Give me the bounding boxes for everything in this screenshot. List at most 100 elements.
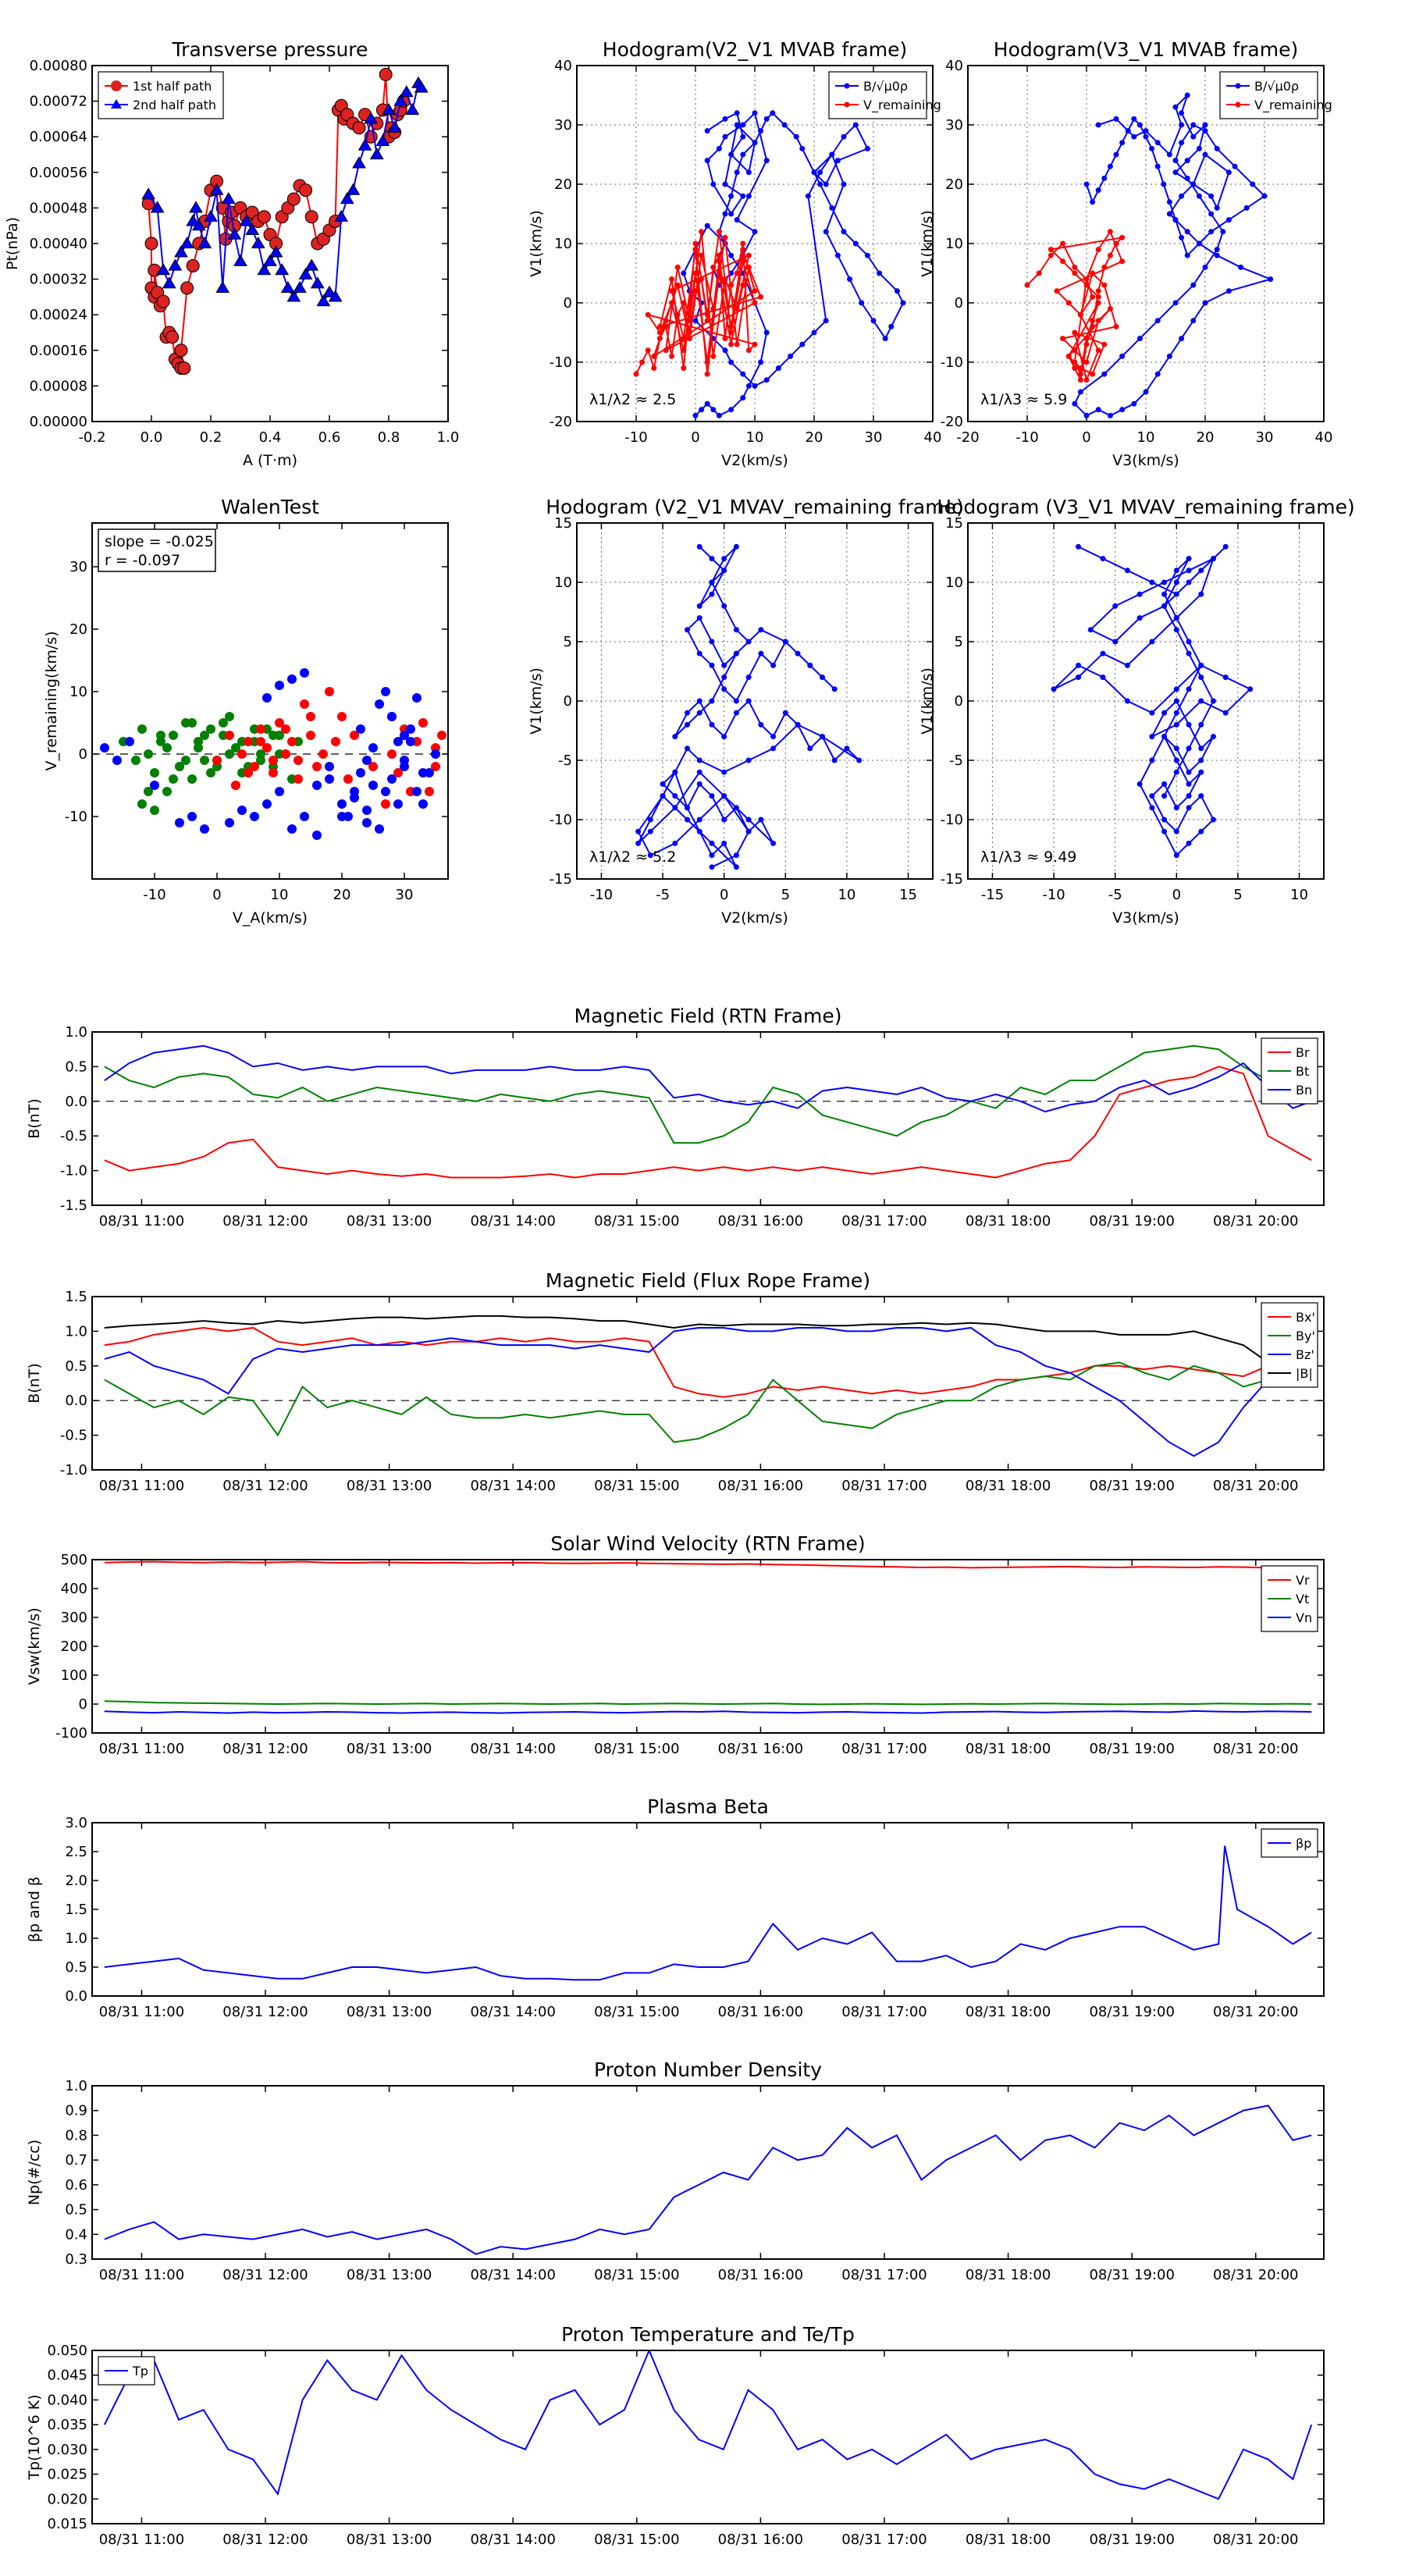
data-point [728, 211, 735, 217]
data-point [1161, 793, 1168, 799]
data-point [1095, 247, 1101, 253]
chart-title: Proton Temperature and Te/Tp [561, 2323, 855, 2346]
legend: 1st half path 2nd half path [98, 71, 224, 119]
data-point [704, 359, 710, 365]
data-point [316, 294, 331, 307]
x-tick-label: 08/31 16:00 [718, 2267, 803, 2283]
data-point [696, 615, 702, 621]
x-tick-label: 08/31 14:00 [470, 1741, 555, 1757]
series-line [104, 1845, 1312, 1981]
data-point [699, 229, 705, 235]
data-point [740, 151, 746, 158]
chart-t6: Proton Temperature and Te/Tp 0.015 0.020 0.… [26, 2323, 1325, 2548]
data-point [1202, 300, 1208, 306]
data-point [709, 662, 715, 668]
chart-title: Solar Wind Velocity (RTN Frame) [550, 1532, 865, 1555]
data-point [728, 341, 735, 347]
data-point [1090, 270, 1096, 276]
data-point [823, 229, 829, 235]
legend-entry: By' [1296, 1329, 1315, 1343]
x-tick-label: 08/31 16:00 [718, 2532, 803, 2548]
y-tick-label: 30 [945, 117, 963, 133]
data-point [669, 353, 675, 359]
data-point [1107, 163, 1113, 169]
legend-box [828, 71, 927, 119]
series-line [635, 231, 762, 375]
data-point [1186, 769, 1192, 775]
x-tick-label: 20 [333, 887, 351, 903]
y-tick-label: 0 [564, 295, 572, 311]
legend-entry: Vt [1296, 1592, 1309, 1606]
data-point [1214, 145, 1220, 151]
data-point [740, 247, 746, 253]
data-point [823, 181, 829, 187]
y-tick-label: 30 [69, 559, 87, 575]
data-point [669, 276, 675, 283]
data-point [1083, 377, 1090, 383]
data-point [1077, 377, 1083, 383]
data-point [745, 698, 752, 704]
x-tick-label: 08/31 12:00 [222, 2004, 308, 2020]
x-tick-label: 30 [396, 887, 414, 903]
x-tick-label: 08/31 16:00 [718, 2004, 803, 2020]
y-tick-label: 0 [79, 746, 87, 763]
data-point [685, 627, 691, 633]
x-tick-label: -0.2 [78, 429, 105, 446]
data-point [257, 210, 271, 224]
legend-entry: Vr [1296, 1573, 1310, 1588]
y-tick-label: 0.00048 [30, 200, 87, 216]
y-axis-label: Vsw(km/s) [26, 1607, 43, 1685]
data-point [681, 270, 687, 276]
series-s0 [635, 543, 863, 870]
y-tick-label: -10 [941, 812, 963, 828]
data-point [437, 731, 446, 740]
y-tick-label: 10 [945, 575, 963, 591]
data-point [325, 774, 334, 784]
plot-area [1051, 543, 1254, 859]
y-tick-label: 20 [69, 621, 87, 638]
data-point [375, 824, 384, 834]
data-point [1202, 122, 1208, 128]
data-point [1072, 264, 1078, 270]
x-tick-label: -10 [143, 887, 165, 903]
data-point [752, 382, 758, 389]
chart-t2: Magnetic Field (Flux Rope Frame) -1.0 -0.5… [26, 1269, 1325, 1494]
data-point [275, 263, 290, 276]
y-tick-label: 1.0 [65, 1024, 87, 1041]
data-point [721, 769, 727, 775]
y-tick-label: 1.5 [65, 1289, 87, 1305]
chart-title: Transverse pressure [172, 38, 368, 61]
data-point [312, 831, 322, 840]
data-point [1172, 300, 1179, 306]
y-tick-label: -1.5 [60, 1197, 87, 1214]
y-tick-label: 0.035 [47, 2417, 87, 2433]
data-point [1173, 627, 1179, 633]
x-tick-label: 0.4 [259, 429, 282, 446]
data-point [1198, 745, 1204, 752]
data-point [215, 281, 230, 294]
data-point [710, 353, 717, 359]
data-point [841, 133, 847, 140]
x-tick-label: 15 [899, 887, 917, 903]
data-point [740, 395, 746, 401]
plot-frame [91, 522, 449, 880]
plot-area [633, 110, 906, 418]
data-point [300, 668, 309, 678]
y-tick-label: 1.5 [65, 1902, 87, 1918]
legend-entry: Bz' [1296, 1347, 1314, 1362]
y-tick-label: -1.0 [60, 1163, 87, 1179]
data-point [1173, 721, 1179, 728]
data-point [721, 556, 727, 562]
data-point [1179, 140, 1185, 146]
data-point [660, 793, 666, 799]
data-point [144, 237, 158, 251]
data-point [156, 294, 170, 308]
data-point [1268, 276, 1274, 283]
data-point [169, 731, 178, 740]
data-point [1186, 745, 1192, 752]
data-point [304, 258, 319, 271]
data-point [831, 686, 838, 692]
y-tick-label: 0.00024 [30, 307, 87, 323]
data-point [162, 276, 176, 289]
data-point [162, 743, 172, 753]
